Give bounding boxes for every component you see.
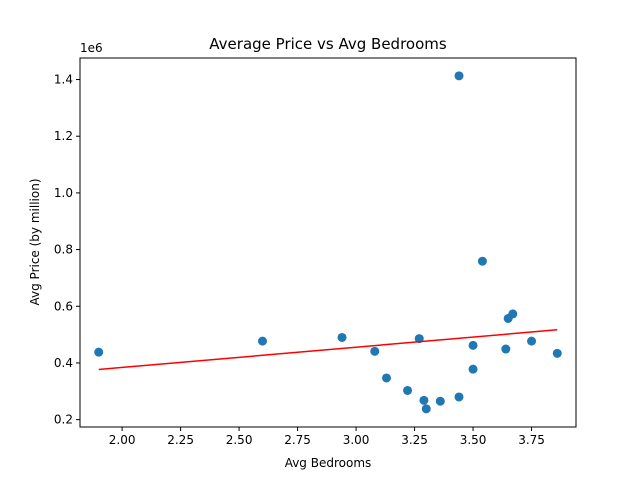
data-point xyxy=(468,340,478,350)
data-point xyxy=(421,404,431,414)
data-point xyxy=(454,71,464,81)
x-axis-ticks: 2.00 2.25 2.50 2.75 3.00 3.25 3.50 3.75 xyxy=(109,427,545,447)
data-point xyxy=(370,346,380,356)
data-point xyxy=(403,385,413,395)
x-tick-label: 3.50 xyxy=(460,433,487,447)
x-tick-label: 2.75 xyxy=(284,433,311,447)
plot-area xyxy=(94,71,562,414)
data-point xyxy=(337,332,347,342)
y-tick-label: 1.0 xyxy=(54,186,73,200)
y-tick-label: 0.4 xyxy=(54,356,73,370)
data-point xyxy=(477,256,487,266)
data-point xyxy=(468,364,478,374)
data-point xyxy=(501,344,511,354)
y-offset-label: 1e6 xyxy=(80,41,103,55)
data-point xyxy=(527,336,537,346)
data-point xyxy=(508,309,518,319)
x-tick-label: 3.25 xyxy=(401,433,428,447)
data-point xyxy=(381,373,391,383)
x-axis-label: Avg Bedrooms xyxy=(285,456,372,470)
chart-title: Average Price vs Avg Bedrooms xyxy=(209,35,447,53)
x-tick-label: 2.25 xyxy=(167,433,194,447)
y-tick-label: 1.2 xyxy=(54,129,73,143)
y-tick-label: 1.4 xyxy=(54,73,73,87)
x-tick-label: 3.75 xyxy=(518,433,545,447)
plot-frame xyxy=(79,57,577,428)
x-tick-label: 3.00 xyxy=(343,433,370,447)
data-point xyxy=(454,392,464,402)
data-point xyxy=(419,395,429,405)
y-tick-label: 0.6 xyxy=(54,299,73,313)
trend-line xyxy=(98,329,558,371)
x-tick-label: 2.00 xyxy=(109,433,136,447)
y-axis-ticks: 0.2 0.4 0.6 0.8 1.0 1.2 1.4 xyxy=(54,73,80,427)
y-tick-label: 0.2 xyxy=(54,413,73,427)
data-point xyxy=(552,348,562,358)
y-tick-label: 0.8 xyxy=(54,243,73,257)
y-axis-label: Avg Price (by million) xyxy=(28,179,42,306)
data-point xyxy=(435,396,445,406)
x-tick-label: 2.50 xyxy=(226,433,253,447)
data-point xyxy=(94,347,104,357)
data-point xyxy=(257,336,267,346)
